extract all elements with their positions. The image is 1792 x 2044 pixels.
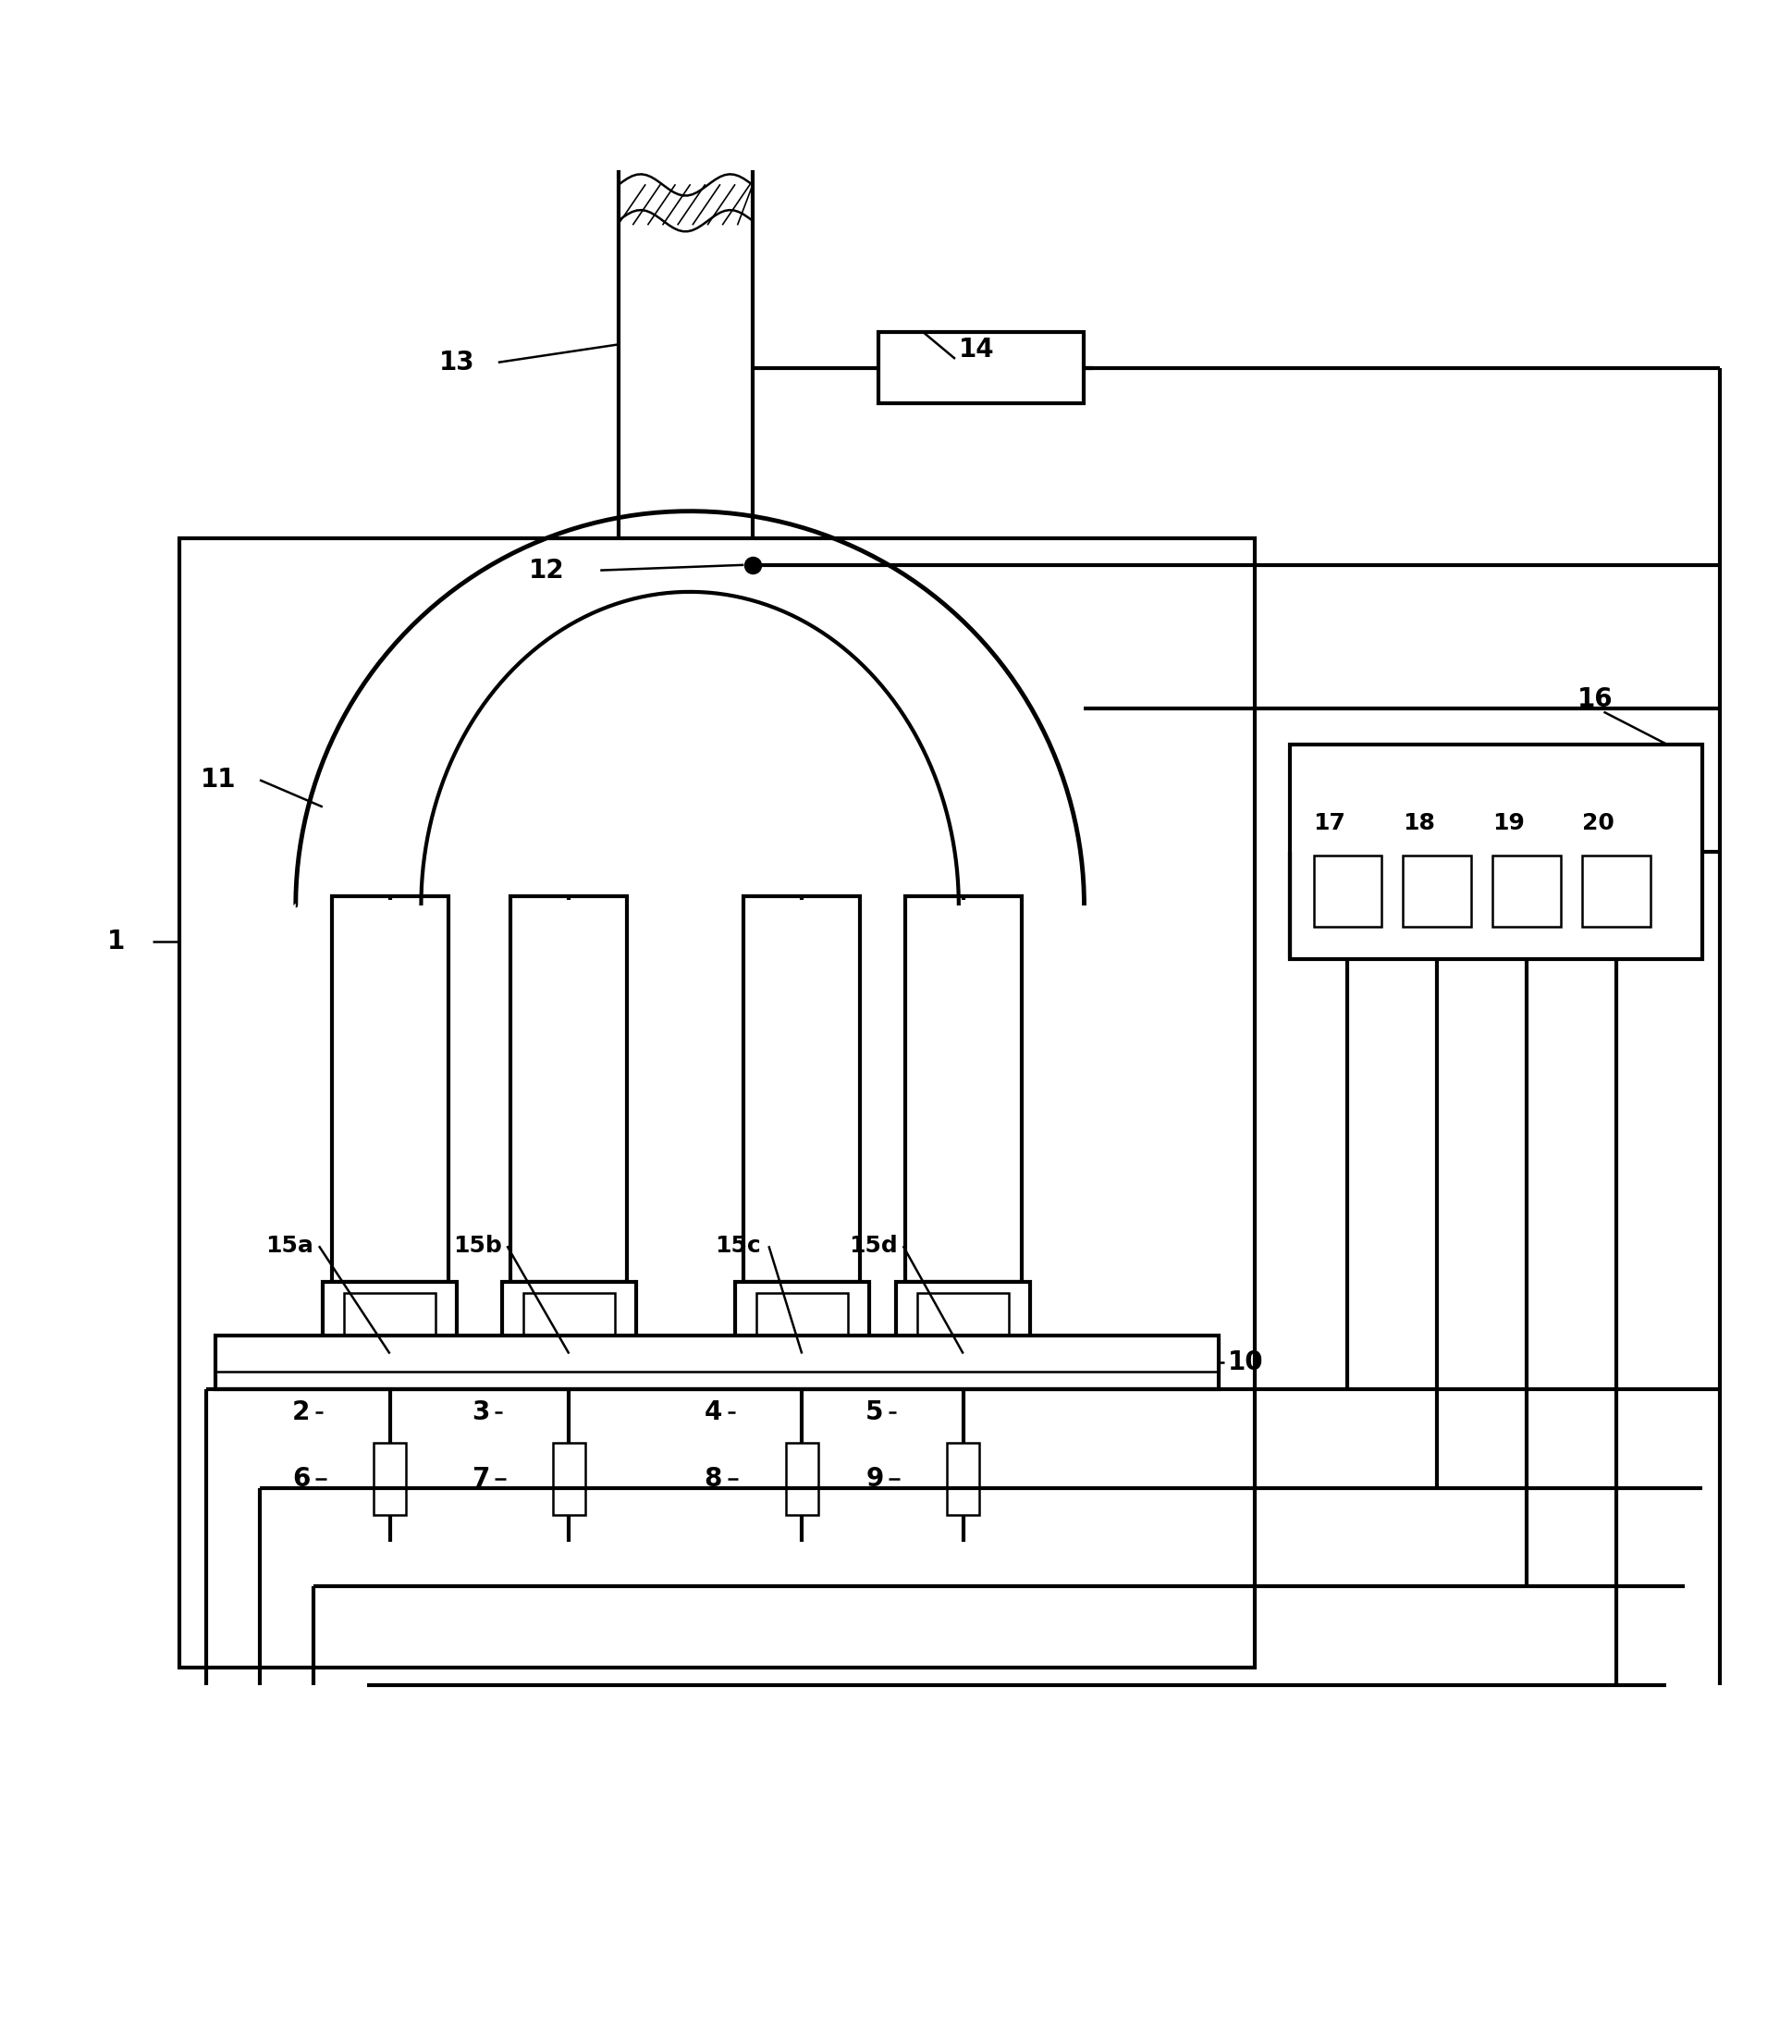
Bar [511, 897, 627, 1282]
Text: 15c: 15c [715, 1235, 762, 1257]
Bar [905, 897, 1021, 1282]
Bar [179, 538, 1254, 1668]
Text: 5: 5 [866, 1398, 883, 1425]
Text: 2: 2 [292, 1398, 310, 1425]
Text: 12: 12 [529, 558, 564, 583]
Text: 11: 11 [201, 766, 237, 793]
Bar [215, 1335, 1219, 1390]
Text: 17: 17 [1314, 811, 1346, 834]
Text: 15a: 15a [265, 1235, 314, 1257]
Bar [756, 1292, 848, 1351]
Bar [332, 897, 448, 1282]
Bar [744, 897, 860, 1282]
Text: 19: 19 [1493, 811, 1525, 834]
Bar [373, 1443, 405, 1515]
Bar [552, 1443, 584, 1515]
Bar [878, 331, 1084, 403]
Bar [785, 1443, 817, 1515]
Bar [1290, 744, 1702, 959]
Text: 8: 8 [704, 1466, 722, 1492]
Bar [323, 1282, 457, 1363]
Text: 9: 9 [866, 1466, 883, 1492]
Text: 15d: 15d [849, 1235, 898, 1257]
Text: 3: 3 [471, 1398, 489, 1425]
Text: 7: 7 [471, 1466, 489, 1492]
Text: 13: 13 [439, 350, 475, 376]
Bar [735, 1282, 869, 1363]
Bar [918, 1292, 1009, 1351]
Bar [1493, 854, 1561, 928]
Bar [1582, 854, 1650, 928]
Text: 6: 6 [292, 1466, 310, 1492]
Bar [523, 1292, 615, 1351]
Bar [344, 1292, 435, 1351]
Text: 14: 14 [959, 337, 995, 362]
Text: 20: 20 [1582, 811, 1615, 834]
Bar [502, 1282, 636, 1363]
Bar [896, 1282, 1030, 1363]
Text: 16: 16 [1577, 687, 1613, 711]
Bar [946, 1443, 978, 1515]
Text: 10: 10 [1228, 1349, 1263, 1376]
Text: 4: 4 [704, 1398, 722, 1425]
Text: 1: 1 [108, 928, 125, 955]
Bar [1314, 854, 1382, 928]
Text: 15b: 15b [453, 1235, 502, 1257]
Text: 18: 18 [1403, 811, 1435, 834]
Bar [1403, 854, 1471, 928]
